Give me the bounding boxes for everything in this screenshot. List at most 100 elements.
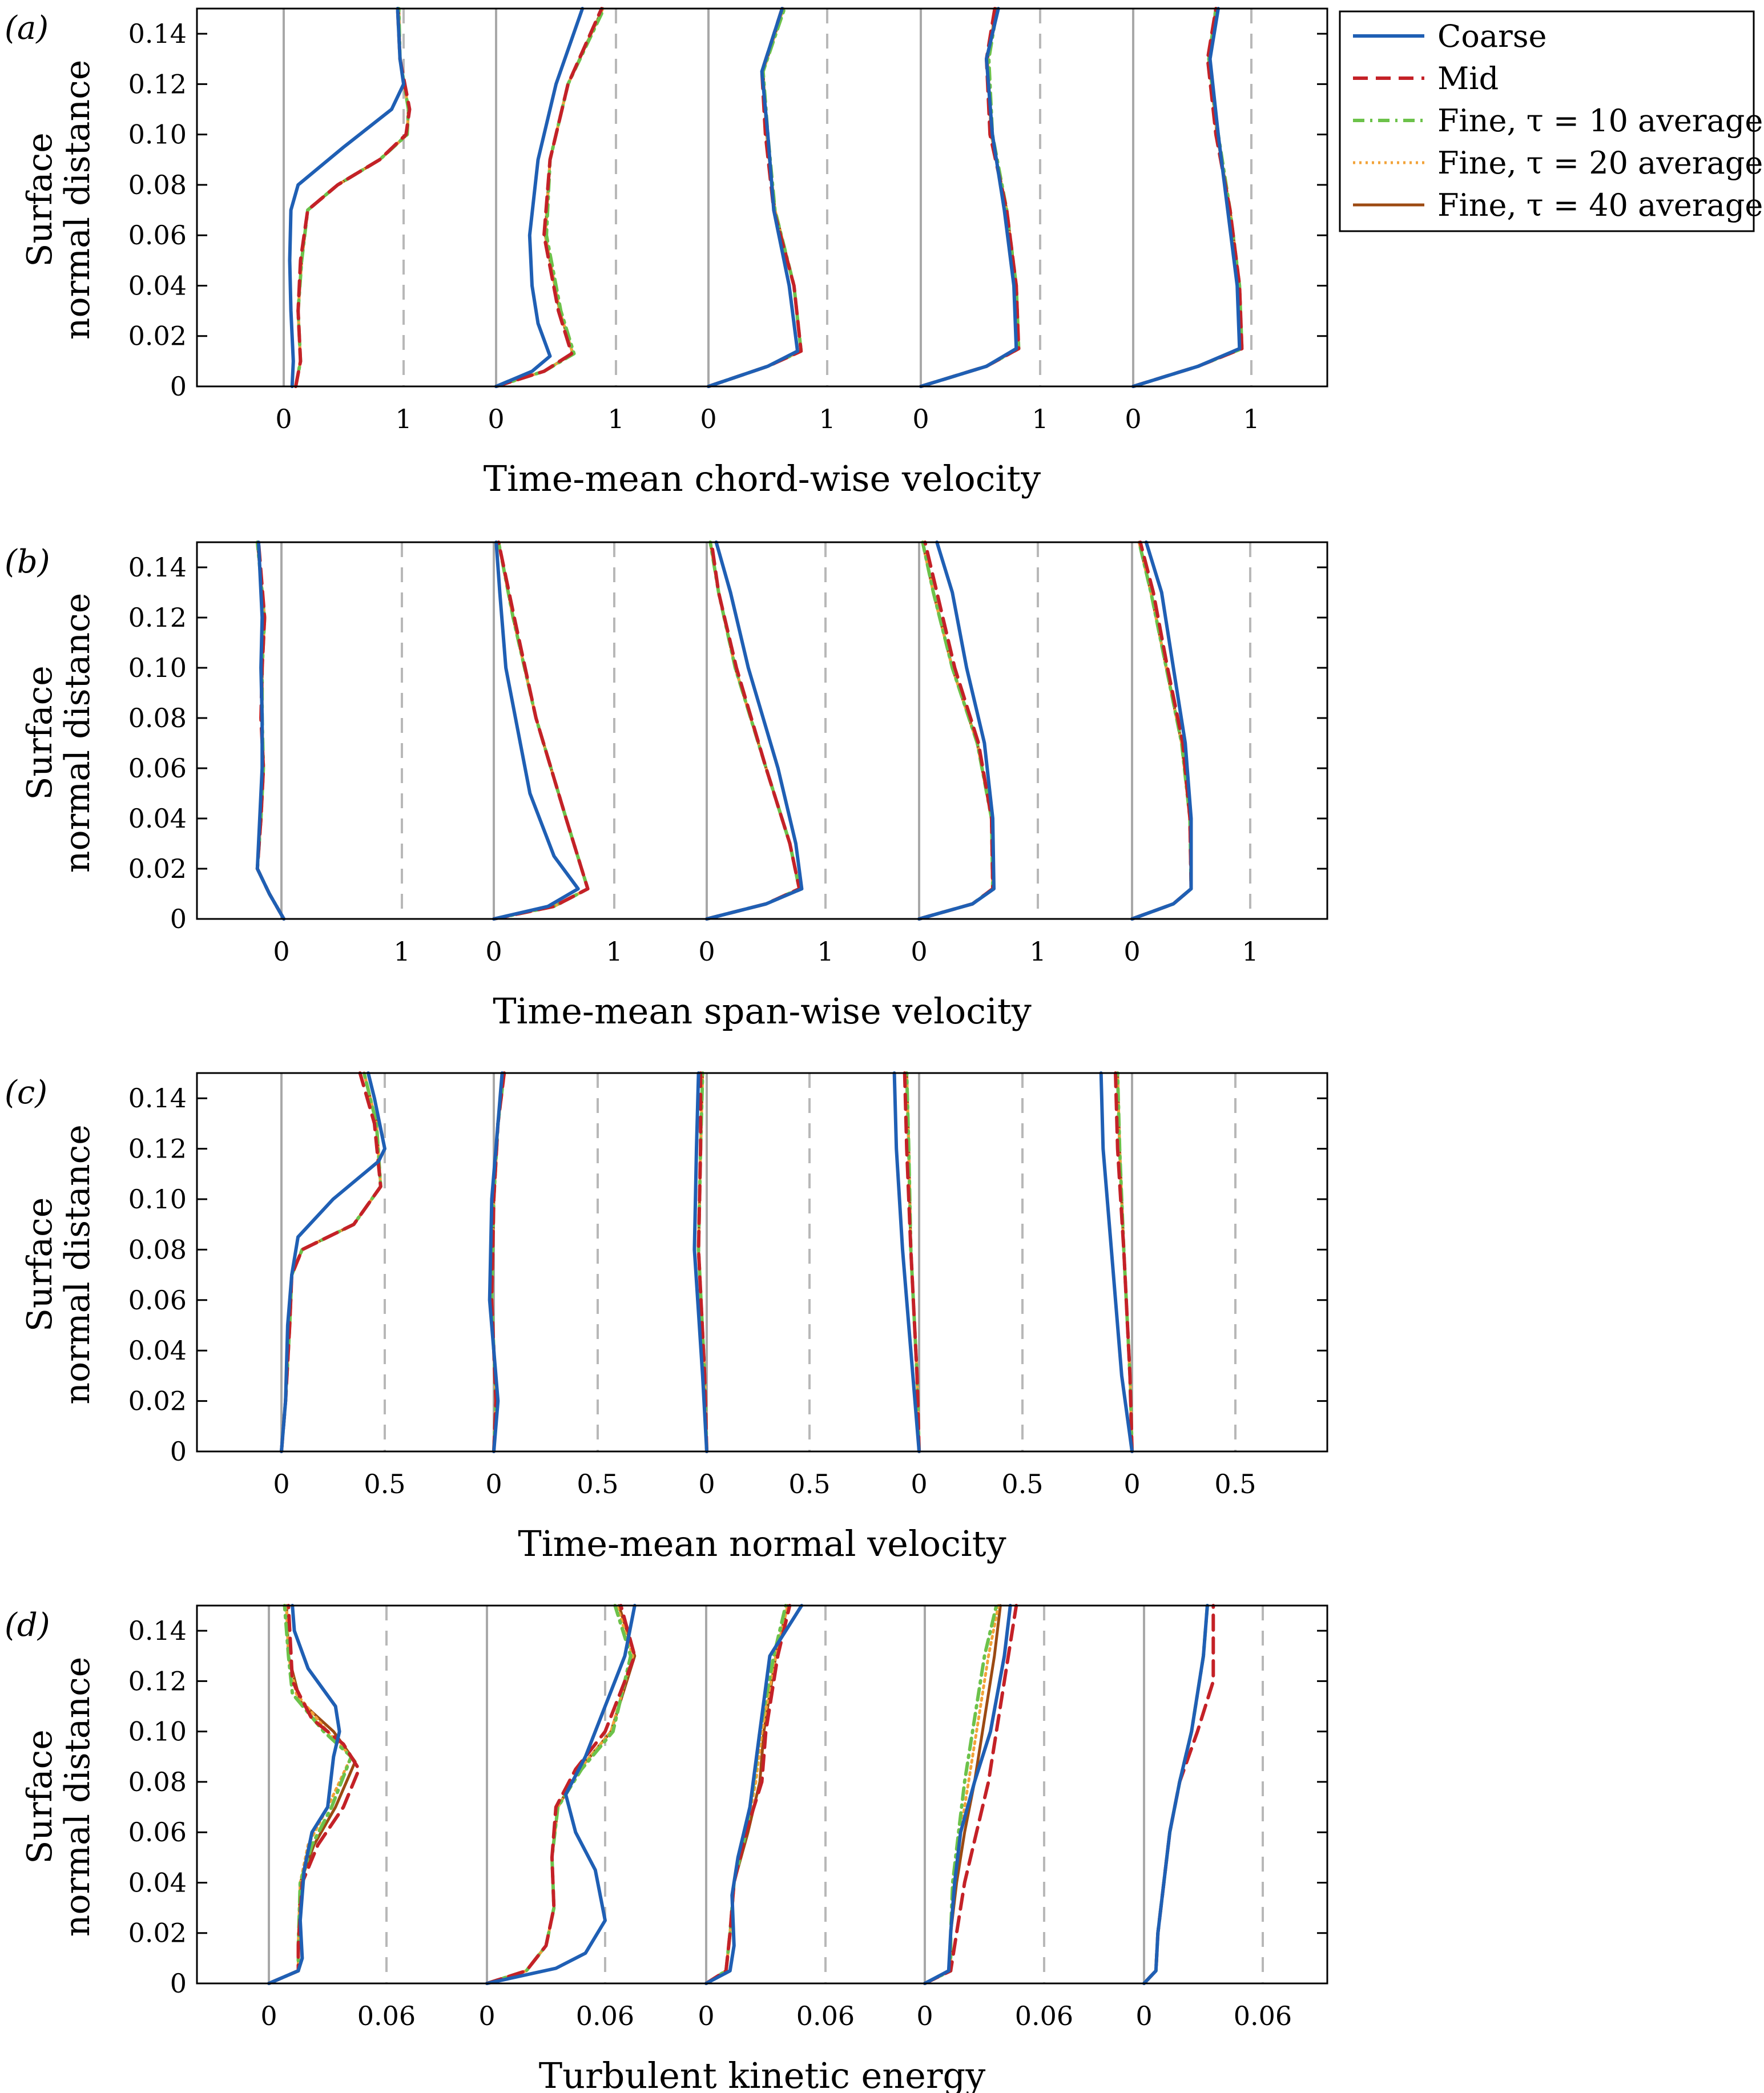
series-line-mid <box>1114 1071 1134 1453</box>
series-line-coarse <box>692 1071 708 1453</box>
x-tick-label: 0.5 <box>788 1469 830 1499</box>
x-tick-label: 0 <box>698 2001 714 2031</box>
series-line-coarse <box>494 7 585 388</box>
series-line-coarse <box>267 1604 341 1985</box>
x-tick-label: 1 <box>1029 936 1046 967</box>
x-tick-label: 1 <box>393 936 410 967</box>
x-tick-label: 0 <box>911 936 927 967</box>
x-tick-label: 0.5 <box>577 1469 618 1499</box>
series-line-fine40 <box>704 1604 790 1985</box>
y-tick-label: 0.14 <box>128 1615 187 1646</box>
x-tick-label: 1 <box>607 404 624 434</box>
series-line-mid <box>707 7 803 388</box>
series-line-fine40 <box>707 7 803 388</box>
x-tick-label: 0.06 <box>1015 2001 1073 2031</box>
x-tick-label: 0 <box>260 2001 277 2031</box>
x-tick-label: 1 <box>817 936 833 967</box>
y-axis-title-line2: normal distance <box>58 60 98 340</box>
series-line-coarse <box>255 541 286 921</box>
series-line-mid <box>485 1604 637 1985</box>
series-line-mid <box>294 7 412 388</box>
x-tick-label: 0 <box>1123 1469 1140 1499</box>
legend-label-coarse: Coarse <box>1437 18 1547 54</box>
y-tick-label: 0.10 <box>128 1716 187 1747</box>
series-line-coarse <box>919 7 1018 388</box>
y-tick-label: 0 <box>170 371 187 402</box>
y-tick-label: 0.10 <box>128 119 187 150</box>
y-tick-label: 0.02 <box>128 853 187 884</box>
x-tick-label: 1 <box>606 936 622 967</box>
x-tick-label: 0 <box>912 404 929 434</box>
x-tick-label: 0.06 <box>576 2001 634 2031</box>
x-tick-label: 0 <box>273 1469 289 1499</box>
series-line-coarse <box>1130 541 1193 921</box>
series-line-coarse <box>705 541 804 921</box>
series-line-mid <box>704 1604 792 1985</box>
panel-d: 0 0.02 0.04 0.06 0.08 0.10 0.12 0.14 0 0.06 0 0.06 0… <box>5 1604 1328 2093</box>
x-tick-label: 0.5 <box>1001 1469 1043 1499</box>
panel-label: (a) <box>5 10 49 47</box>
y-tick-label: 0.06 <box>128 220 187 251</box>
y-tick-label: 0 <box>170 904 187 934</box>
series-line-coarse <box>288 7 405 388</box>
y-axis-title-line2: normal distance <box>58 593 98 873</box>
series-line-coarse <box>488 1071 504 1453</box>
y-tick-label: 0.02 <box>128 1918 187 1949</box>
y-tick-label: 0.12 <box>128 602 187 633</box>
x-tick-label: 1 <box>395 404 412 434</box>
y-axis-title-line2: normal distance <box>58 1657 98 1937</box>
x-tick-label: 0 <box>485 936 502 967</box>
y-tick-label: 0.14 <box>128 1083 187 1114</box>
y-tick-label: 0.12 <box>128 68 187 99</box>
series-line-fine10 <box>267 1604 353 1985</box>
plot-frame <box>196 1604 1328 1985</box>
y-tick-label: 0.04 <box>128 1867 187 1898</box>
x-tick-label: 0.06 <box>796 2001 855 2031</box>
x-tick-label: 0.5 <box>364 1469 405 1499</box>
y-axis-title-line1: Surface <box>20 666 60 800</box>
series-line-fine10 <box>707 7 803 388</box>
x-tick-label: 0.06 <box>357 2001 416 2031</box>
x-axis-title: Time-mean normal velocity <box>518 1523 1006 1564</box>
y-tick-label: 0.08 <box>128 170 187 200</box>
series-line-fine10 <box>494 7 606 388</box>
plot-frame <box>196 7 1328 388</box>
x-tick-label: 0 <box>1135 2001 1152 2031</box>
legend-label-fine20: Fine, τ = 20 average <box>1437 145 1763 181</box>
y-axis-title-line1: Surface <box>20 1729 60 1864</box>
legend-label-mid: Mid <box>1437 61 1499 96</box>
y-axis-title-line1: Surface <box>20 132 60 267</box>
x-axis-title: Time-mean span-wise velocity <box>493 990 1032 1032</box>
series-line-coarse <box>492 541 580 921</box>
x-tick-label: 0 <box>488 404 504 434</box>
y-tick-label: 0.04 <box>128 1335 187 1366</box>
x-tick-label: 1 <box>1242 936 1258 967</box>
series-line-coarse <box>485 1604 637 1985</box>
x-tick-label: 0 <box>478 2001 495 2031</box>
series-line-fine20 <box>294 7 410 388</box>
series-line-coarse <box>1142 1604 1209 1985</box>
series-line-coarse <box>280 1071 386 1453</box>
series-line-fine10 <box>485 1604 633 1985</box>
y-tick-label: 0.10 <box>128 652 187 683</box>
y-tick-label: 0.08 <box>128 703 187 733</box>
x-tick-label: 0 <box>1123 936 1140 967</box>
series-line-coarse <box>704 1604 804 1985</box>
panel-c: 0 0.02 0.04 0.06 0.08 0.10 0.12 0.14 0 0.5 0 0.5 0 0.… <box>5 1071 1328 1564</box>
series-line-fine40 <box>267 1604 357 1985</box>
series-line-mid <box>903 1071 921 1453</box>
panel-label: (c) <box>5 1074 47 1111</box>
panels-group: 0 0.02 0.04 0.06 0.08 0.10 0.12 0.14 0 1 0 1 0 1 0 1 0 1 T… <box>5 7 1328 2093</box>
x-tick-label: 0 <box>275 404 292 434</box>
panel-label: (b) <box>5 543 50 580</box>
series-line-coarse <box>1099 1071 1134 1453</box>
y-tick-label: 0.08 <box>128 1234 187 1265</box>
panel-a: 0 0.02 0.04 0.06 0.08 0.10 0.12 0.14 0 1 0 1 0 1 0 1 0 1 T… <box>5 7 1328 499</box>
panel-label: (d) <box>5 1607 50 1644</box>
legend-label-fine40: Fine, τ = 40 average <box>1437 187 1763 223</box>
x-tick-label: 0.5 <box>1214 1469 1256 1499</box>
y-tick-label: 0.02 <box>128 321 187 352</box>
y-tick-label: 0.12 <box>128 1134 187 1164</box>
series-line-coarse <box>917 541 996 921</box>
y-tick-label: 0.14 <box>128 552 187 583</box>
